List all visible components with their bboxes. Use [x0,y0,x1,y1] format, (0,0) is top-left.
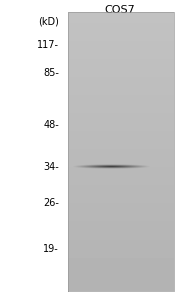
Text: 117-: 117- [37,40,59,50]
Text: 26-: 26- [43,197,59,208]
Text: 34-: 34- [43,161,59,172]
Text: COS7: COS7 [105,5,135,15]
Text: 19-: 19- [43,244,59,254]
Text: 48-: 48- [43,119,59,130]
Text: 85-: 85- [43,68,59,79]
Text: (kD): (kD) [38,16,59,26]
